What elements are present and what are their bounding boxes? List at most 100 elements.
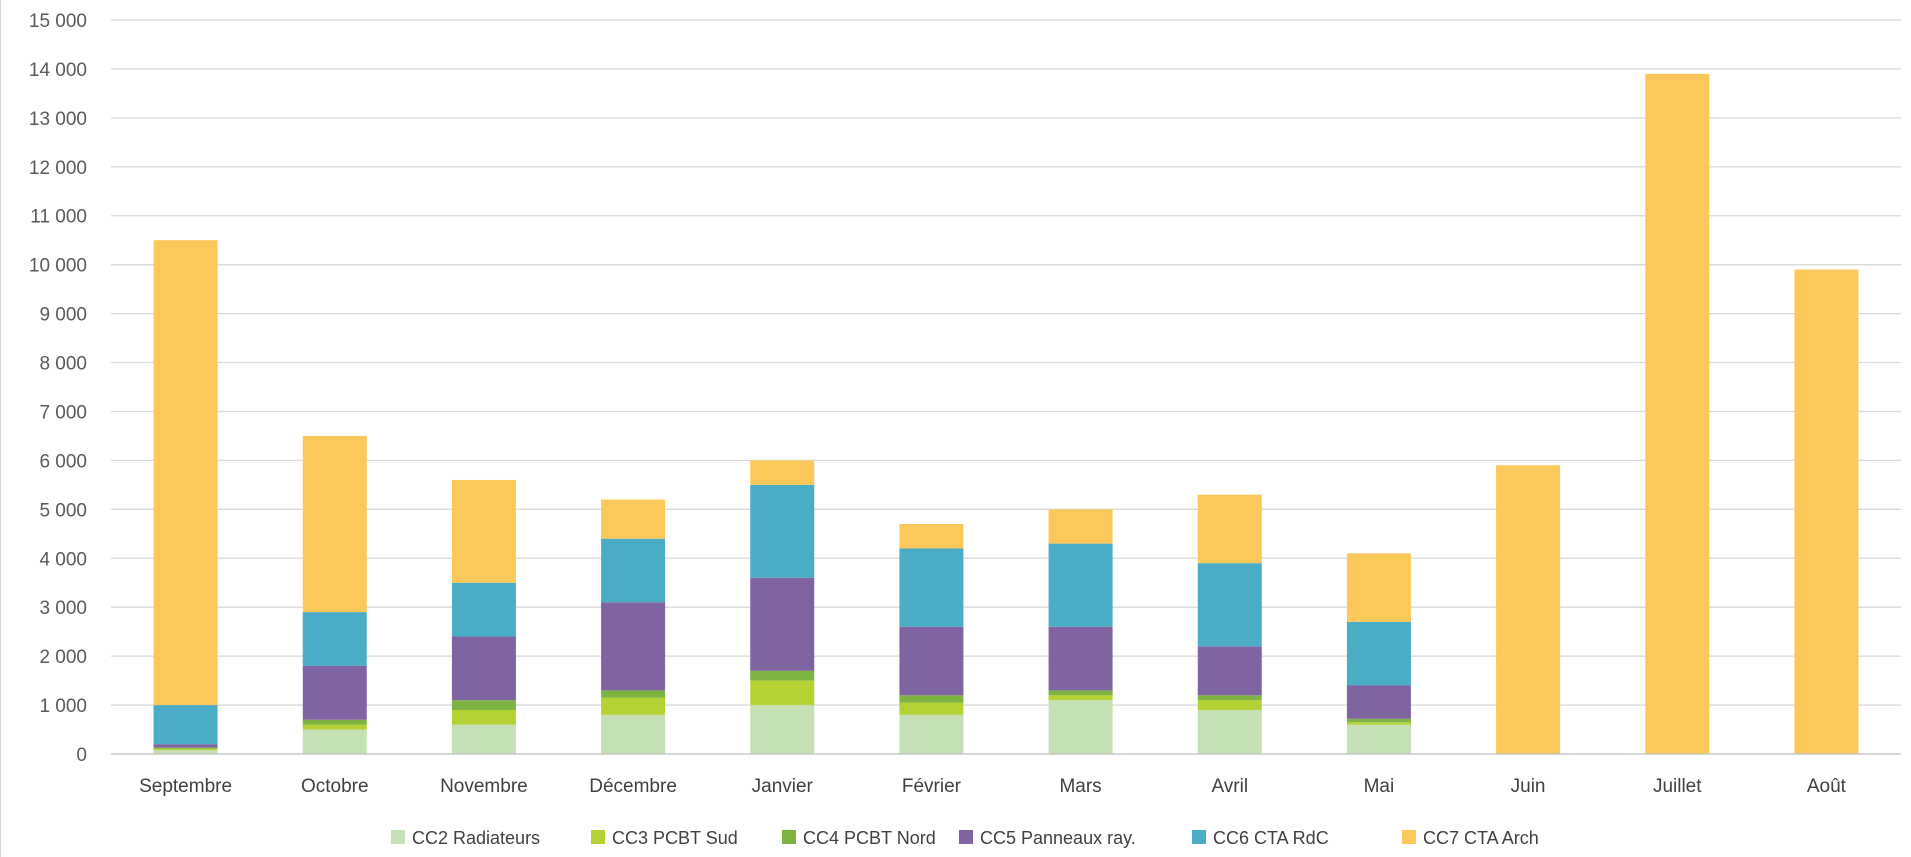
bar-segment [1048,700,1113,754]
legend-swatch [1192,830,1206,844]
x-tick-label: Janvier [752,776,814,797]
bar-segment [1346,722,1411,725]
bar-segment [153,750,218,754]
bar-segment [899,548,964,627]
x-tick-label: Février [902,776,962,797]
bar-segment [601,602,666,691]
bar-segment [1197,494,1262,564]
y-tick-label: 11 000 [30,207,87,228]
bar-segment [1197,709,1262,754]
legend-label: CC2 Radiateurs [412,828,540,848]
y-tick-label: 13 000 [29,109,87,130]
bar-segment [1346,685,1411,719]
y-tick-label: 6 000 [39,451,87,472]
bar-segment [750,680,815,706]
x-tick-label: Octobre [301,776,369,797]
y-tick-label: 0 [76,745,87,766]
bar-segment [899,626,964,696]
bar-segment [1346,718,1411,723]
bar-segment [451,709,516,725]
y-tick-label: 8 000 [39,354,87,375]
legend-label: CC5 Panneaux ray. [980,828,1136,848]
x-tick-label: Mai [1364,776,1395,797]
bar-segment [1197,695,1262,701]
bar-segment [899,714,964,754]
legend-swatch [959,830,973,844]
gridlines [111,19,1901,706]
bar-segment [1794,269,1859,754]
bar-segment [601,690,666,698]
y-axis-ticks: 0 1 000 2 000 3 000 4 000 5 000 6 000 7 000 8 00… [29,11,87,766]
y-tick-label: 2 000 [39,647,87,668]
y-tick-label: 7 000 [39,402,87,423]
bar-segment [1346,553,1411,622]
bar-segment [601,714,666,754]
bar-segment [601,697,666,715]
bar-segment [750,670,815,681]
legend-swatch [391,830,405,844]
x-tick-label: Juillet [1653,776,1702,797]
bar-segment [1048,690,1113,696]
legend-label: CC7 CTA Arch [1423,828,1539,848]
bar-segment [302,719,367,725]
bars [153,73,1859,755]
x-tick-label: Septembre [139,776,232,797]
bar-segment [302,612,367,666]
bar-segment [1346,621,1411,686]
y-tick-label: 3 000 [39,598,87,619]
bar-segment [1645,73,1710,755]
bar-segment [1346,724,1411,754]
bar-segment [302,665,367,720]
legend: CC2 Radiateurs CC3 PCBT Sud CC4 PCBT Nord C… [391,828,1539,848]
bar-segment [302,724,367,730]
bar-segment [1048,543,1113,627]
bar-segment [1048,626,1113,691]
bar-segment [601,499,666,539]
bar-segment [153,240,218,706]
y-tick-label: 9 000 [39,305,87,326]
y-tick-label: 15 000 [29,11,87,32]
legend-label: CC6 CTA RdC [1213,828,1329,848]
bar-segment [1048,509,1113,544]
x-tick-label: Novembre [440,776,528,797]
legend-label: CC3 PCBT Sud [612,828,738,848]
bar-segment [451,582,516,637]
bar-segment [601,538,666,603]
y-tick-label: 10 000 [29,256,87,277]
bar-segment [1048,695,1113,701]
y-tick-label: 4 000 [39,549,87,570]
bar-segment [153,747,218,749]
x-tick-label: Avril [1211,776,1248,797]
bar-segment [153,705,218,745]
x-tick-label: Juin [1511,776,1546,797]
bar-segment [1197,700,1262,710]
bar-segment [153,744,218,748]
bar-segment [899,695,964,703]
bar-segment [153,748,218,751]
y-tick-label: 5 000 [39,500,87,521]
bar-segment [750,705,815,754]
bar-segment [750,460,815,485]
x-tick-label: Mars [1059,776,1101,797]
bar-segment [750,577,815,671]
x-tick-label: Décembre [589,776,677,797]
bar-segment [899,702,964,715]
bar-segment [451,724,516,754]
bar-segment [451,700,516,710]
bar-segment [1197,563,1262,647]
x-tick-label: Août [1807,776,1847,797]
bar-segment [302,435,367,613]
x-axis: Septembre Octobre Novembre Décembre Janvier F… [111,753,1901,797]
y-tick-label: 14 000 [29,60,87,81]
bar-segment [451,636,516,701]
bar-segment [750,484,815,578]
bar-segment [302,729,367,754]
bar-segment [899,524,964,549]
legend-swatch [782,830,796,844]
legend-swatch [591,830,605,844]
y-tick-label: 12 000 [29,158,87,179]
y-tick-label: 1 000 [39,696,87,717]
legend-swatch [1402,830,1416,844]
bar-segment [451,479,516,583]
